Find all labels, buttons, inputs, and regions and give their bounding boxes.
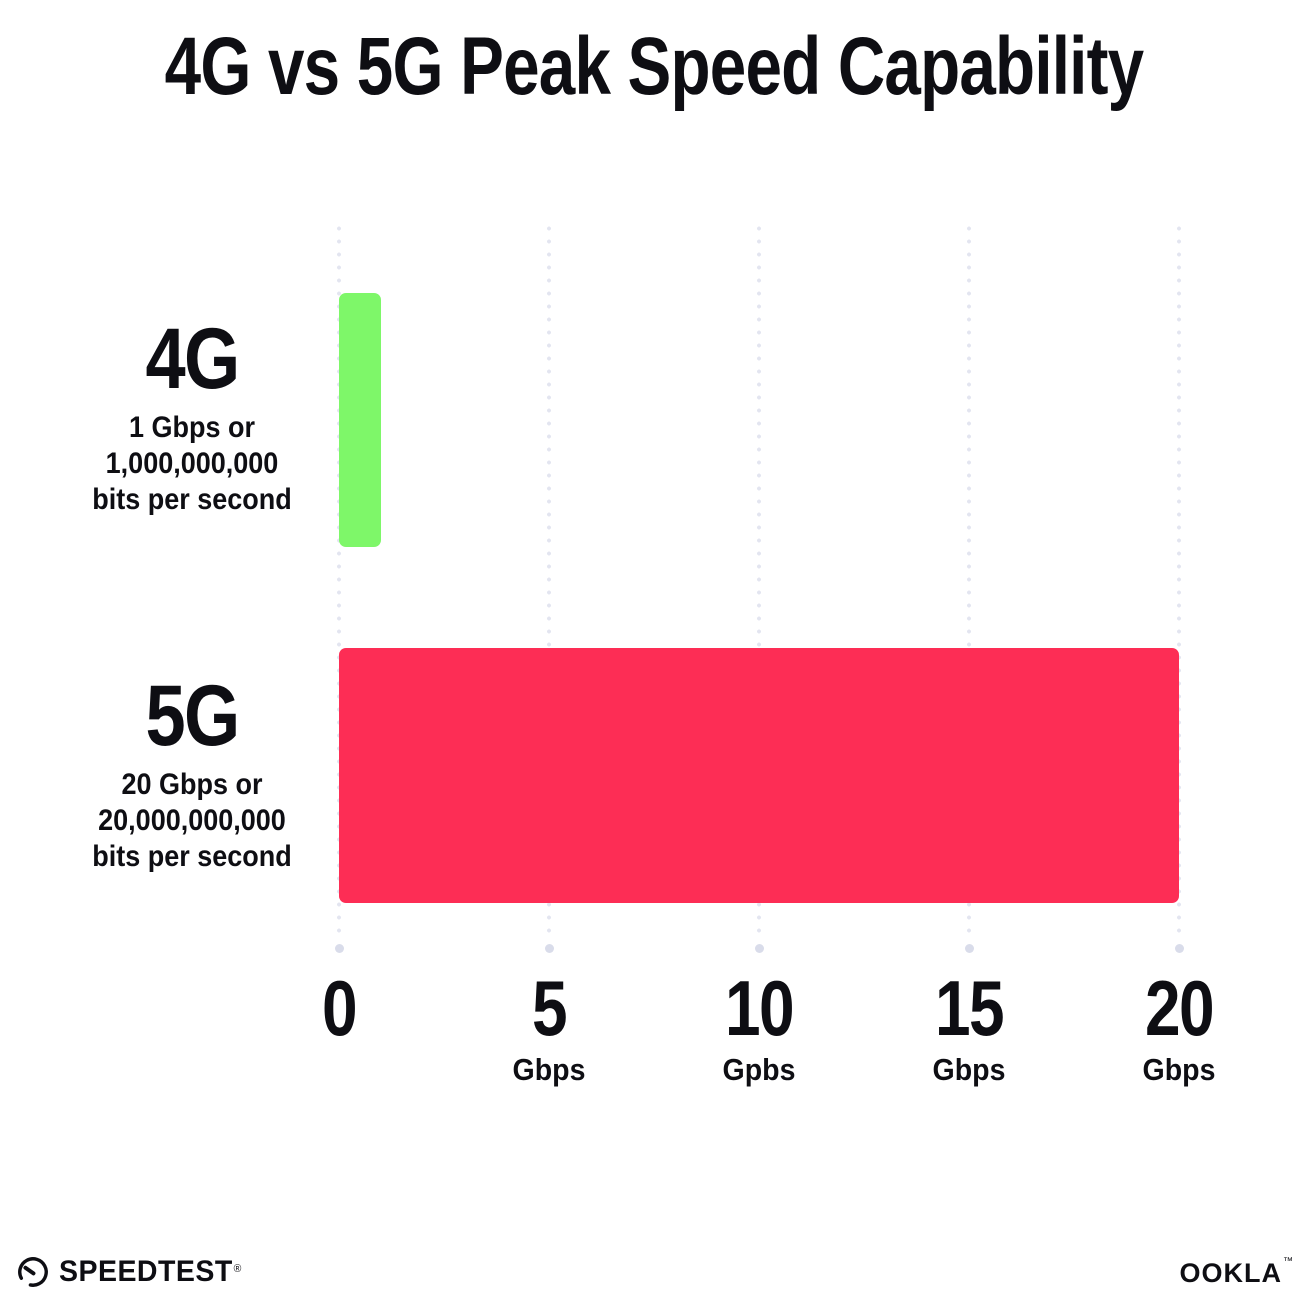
sublabel-line: 1,000,000,000 — [105, 447, 279, 480]
gridline-end-dot — [964, 944, 974, 953]
gridline-end-dot — [544, 944, 554, 953]
bar-4g — [339, 293, 381, 547]
x-tick-5: 5 Gbps — [429, 968, 669, 1088]
x-tick-number: 20 — [1145, 964, 1215, 1052]
x-tick-0: 0 — [219, 968, 459, 1052]
sublabel-line: bits per second — [92, 840, 292, 873]
category-name-4g: 4G — [145, 311, 240, 407]
gridline-15 — [967, 222, 971, 936]
gridline-20 — [1177, 222, 1181, 936]
sublabel-line: 1 Gbps or — [128, 411, 256, 444]
x-tick-unit: Gbps — [932, 1052, 1006, 1087]
category-sublabel-4g: 1 Gbps or 1,000,000,000 bits per second — [59, 410, 325, 518]
speedometer-gauge-icon — [16, 1255, 50, 1289]
x-tick-20: 20 Gbps — [1059, 968, 1299, 1088]
ookla-logo: OOKLA ™ — [1179, 1256, 1295, 1289]
x-tick-unit: Gpbs — [722, 1052, 796, 1087]
speedtest-wordmark: SPEEDTEST® — [59, 1255, 242, 1288]
speedtest-logo: SPEEDTEST® — [16, 1255, 251, 1289]
gridline-10 — [757, 222, 761, 936]
sublabel-line: 20 Gbps or — [121, 768, 263, 801]
sublabel-line: 20,000,000,000 — [98, 804, 286, 837]
category-name-5g: 5G — [145, 668, 240, 764]
gridline-end-dot — [1174, 944, 1184, 953]
x-tick-unit: Gbps — [1142, 1052, 1216, 1087]
category-label-4g: 4G 1 Gbps or 1,000,000,000 bits per seco… — [44, 316, 340, 518]
plot-area — [334, 222, 1184, 955]
sublabel-line: bits per second — [92, 483, 292, 516]
gridline-end-dot — [754, 944, 764, 953]
x-tick-unit: Gbps — [512, 1052, 586, 1087]
category-sublabel-5g: 20 Gbps or 20,000,000,000 bits per secon… — [59, 767, 325, 875]
x-tick-number: 5 — [532, 964, 568, 1052]
x-tick-10: 10 Gpbs — [639, 968, 879, 1088]
x-tick-number: 10 — [725, 964, 795, 1052]
x-tick-number: 15 — [935, 964, 1005, 1052]
trademark-icon: ™ — [1283, 1256, 1294, 1267]
x-tick-15: 15 Gbps — [849, 968, 1089, 1088]
ookla-wordmark: OOKLA — [1179, 1258, 1282, 1288]
x-tick-number: 0 — [322, 964, 358, 1052]
category-label-5g: 5G 20 Gbps or 20,000,000,000 bits per se… — [44, 673, 340, 875]
registered-trademark-icon: ® — [233, 1263, 242, 1275]
gridline-5 — [547, 222, 551, 936]
gridline-end-dot — [334, 944, 344, 953]
bar-5g — [339, 648, 1179, 903]
chart-title: 4G vs 5G Peak Speed Capability — [164, 21, 1144, 112]
gridline-0 — [337, 222, 341, 936]
